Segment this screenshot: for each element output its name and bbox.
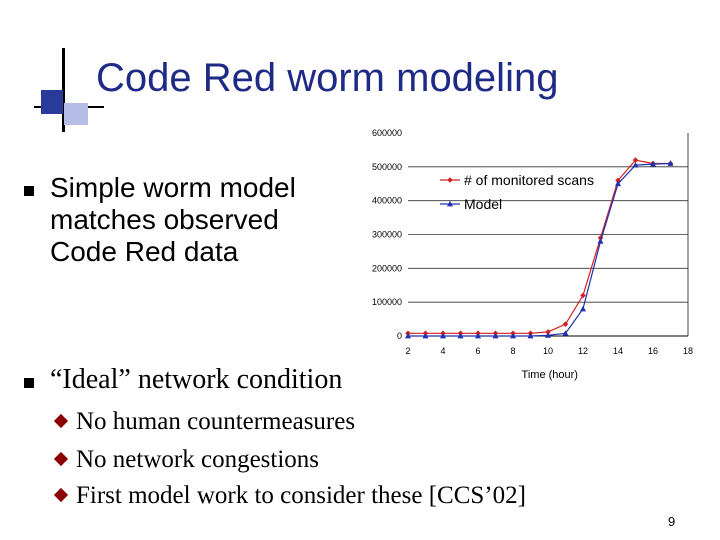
decor-vertical-line: [62, 48, 65, 132]
bullet-square-icon: [24, 378, 34, 388]
x-tick-label: 2: [405, 346, 410, 356]
data-point-triangle: [597, 238, 604, 244]
data-point-triangle: [492, 332, 499, 339]
x-tick-label: 8: [510, 346, 515, 356]
decor-dark-square: [41, 90, 63, 114]
sub-bullet-text: No network congestions: [76, 446, 320, 473]
y-tick-label: 500000: [372, 162, 402, 172]
data-point-diamond: [615, 177, 621, 184]
x-tick-label: 16: [648, 346, 658, 356]
bullet-text: Simple worm model matches observed Code …: [50, 172, 296, 267]
series-line-2: [408, 162, 671, 337]
legend-label: # of monitored scans: [464, 172, 594, 188]
data-point-triangle: [527, 332, 534, 339]
data-point-diamond: [632, 157, 639, 163]
data-point-triangle: [562, 330, 569, 336]
bullet-text: “Ideal” network condition: [50, 364, 343, 395]
sub-bullet-text: No human countermeasures: [76, 408, 356, 435]
sub-bullet-text: First model work to consider these [CCS’…: [76, 482, 526, 509]
y-tick-label: 400000: [372, 196, 402, 206]
data-point-diamond: [597, 235, 604, 241]
data-point-triangle: [457, 332, 464, 339]
legend-marker-diamond: [447, 177, 453, 183]
data-point-triangle: [422, 332, 429, 339]
data-point-triangle: [405, 332, 411, 339]
x-tick-label: 6: [475, 346, 480, 356]
data-point-diamond: [562, 321, 569, 327]
data-point-triangle: [650, 160, 656, 167]
y-tick-label: 200000: [372, 263, 402, 273]
data-point-triangle: [510, 332, 516, 339]
x-tick-label: 4: [440, 346, 445, 356]
series-line-1: [408, 159, 671, 334]
legend-label: Model: [464, 196, 502, 212]
data-point-triangle: [475, 332, 481, 339]
y-tick-label: 600000: [372, 128, 402, 138]
y-tick-label: 100000: [372, 297, 402, 307]
sub-bullet: No human countermeasures: [53, 408, 356, 436]
legend-marker-triangle: [447, 200, 453, 207]
x-tick-label: 10: [543, 346, 553, 356]
x-tick-label: 12: [578, 346, 588, 356]
page-number: 9: [668, 514, 676, 529]
data-point-triangle: [667, 160, 674, 166]
data-point-triangle: [440, 332, 446, 339]
y-tick-label: 0: [397, 331, 402, 341]
y-tick-label: 300000: [372, 230, 402, 240]
x-tick-label: 18: [683, 346, 693, 356]
data-point-triangle: [615, 180, 621, 187]
bullet-square-icon: [24, 186, 34, 196]
data-point-diamond: [580, 292, 586, 299]
data-point-triangle: [545, 332, 551, 338]
data-point-diamond: [545, 329, 551, 335]
sub-bullet: First model work to consider these [CCS’…: [53, 482, 526, 510]
data-point-triangle: [632, 161, 639, 168]
x-tick-label: 14: [613, 346, 623, 356]
x-axis-title: Time (hour): [522, 369, 578, 381]
sub-bullet: No network congestions: [53, 446, 320, 474]
slide-title: Code Red worm modeling: [96, 56, 559, 100]
data-point-triangle: [580, 305, 586, 312]
decor-light-square: [64, 103, 88, 125]
